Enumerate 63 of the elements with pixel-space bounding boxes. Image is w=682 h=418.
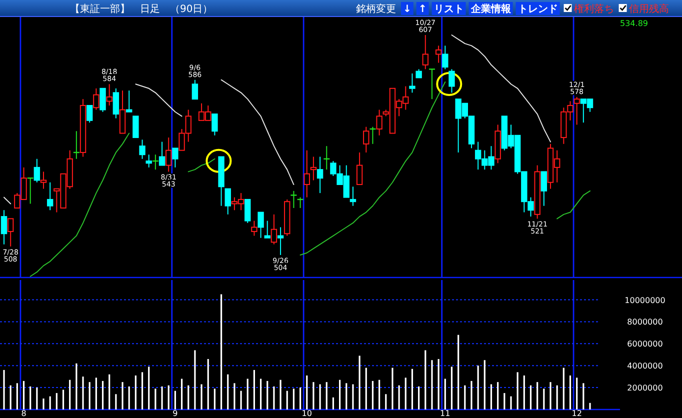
candlestick [244, 198, 251, 224]
candlestick [270, 214, 278, 245]
candlestick [172, 148, 178, 168]
candlestick [428, 68, 436, 100]
candlestick [0, 210, 8, 245]
text: ↑ [418, 4, 427, 15]
y-tick-label: 4000000 [627, 362, 663, 371]
text: 企業情報 [470, 3, 512, 15]
candlestick [356, 152, 363, 186]
candlestick [192, 79, 198, 100]
candlestick [93, 88, 100, 110]
candlestick [409, 72, 416, 94]
candlestick [46, 182, 54, 211]
text: 権利落ち [574, 3, 614, 15]
candlestick [112, 88, 120, 119]
candlestick [264, 220, 270, 238]
x-tick-label: 9 [172, 409, 178, 418]
candlestick [139, 139, 146, 160]
x-tick-label: 11 [440, 409, 450, 418]
candlestick [574, 96, 580, 126]
text: 信用残高 [628, 3, 669, 15]
chart-title: 【東証一部】 日足 （90日） [70, 3, 213, 15]
y-tick-label: 10000000 [624, 296, 666, 305]
candlestick [224, 188, 231, 215]
candlestick [422, 34, 428, 70]
text: ↓ [403, 4, 412, 15]
candlestick [158, 141, 166, 166]
x-tick-label: 10 [302, 409, 312, 418]
candlestick [350, 186, 356, 206]
candlestick [119, 90, 126, 134]
candlestick [106, 84, 112, 106]
candlestick [540, 171, 548, 206]
candlestick [442, 45, 448, 70]
candlestick [310, 156, 317, 181]
candlestick [304, 150, 310, 198]
candlestick [376, 109, 382, 136]
candlestick [34, 158, 40, 183]
y-tick-label: 8000000 [627, 318, 663, 327]
candlestick [212, 114, 218, 136]
candlestick [290, 190, 298, 209]
candlestick [7, 218, 14, 247]
candlestick [86, 104, 93, 124]
text: リスト [434, 4, 464, 15]
candlestick [251, 220, 258, 236]
y-tick-label: 2000000 [627, 384, 663, 393]
candlestick [166, 137, 172, 172]
x-tick-label: 8 [21, 409, 26, 418]
candlestick [126, 90, 132, 112]
text: 銘柄変更 [356, 3, 396, 15]
candlestick [100, 88, 106, 112]
text: 534.89 [620, 19, 648, 28]
x-tick-label: 12 [572, 409, 582, 418]
candlestick [132, 116, 139, 138]
candlestick [277, 226, 284, 256]
candlestick [316, 156, 324, 194]
candlestick [448, 68, 455, 94]
candlestick [40, 171, 47, 190]
candlestick [435, 45, 442, 64]
candlestick [146, 154, 152, 168]
candlestick [258, 212, 264, 238]
candlestick [363, 126, 370, 153]
text: トレンド [518, 4, 558, 15]
y-tick-label: 6000000 [627, 340, 663, 349]
